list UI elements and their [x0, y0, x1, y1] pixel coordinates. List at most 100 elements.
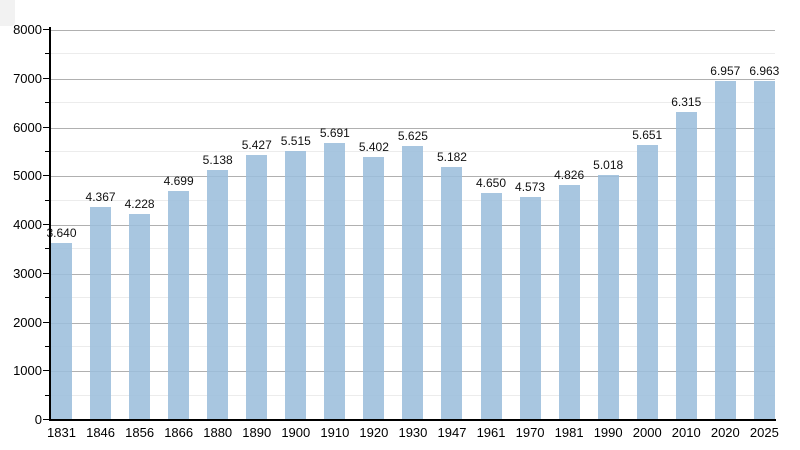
bar-value-label: 5.138 [202, 152, 233, 167]
bar-slot: 6.957 [710, 64, 740, 420]
x-label-cell: 1866 [164, 425, 193, 440]
x-axis-tick-label: 1981 [554, 425, 584, 440]
bar-slot: 4.367 [86, 191, 116, 420]
bar [51, 242, 72, 420]
major-gridline [51, 78, 775, 80]
y-axis-tick-label: 4000 [13, 217, 42, 232]
bar-slot: 5.138 [203, 153, 233, 420]
bar [324, 142, 346, 420]
x-label-cell: 1947 [438, 425, 467, 440]
bar [519, 197, 541, 420]
plot-area: 3.640 4.367 4.228 4.699 5.138 5.427 5.515 5.691… [46, 30, 779, 420]
bar-slot: 6.963 [749, 64, 779, 420]
bar [285, 151, 307, 420]
bar-value-label: 4.367 [85, 190, 116, 205]
y-axis-tick-label: 7000 [13, 70, 42, 86]
y-major-tick [43, 29, 49, 30]
bars-layer: 3.640 4.367 4.228 4.699 5.138 5.427 5.515 5.691… [46, 30, 779, 420]
y-major-tick [43, 126, 49, 128]
bar [480, 193, 502, 420]
x-axis-tick-label: 1910 [320, 425, 350, 440]
x-label-cell: 2020 [711, 425, 740, 440]
y-axis-tick-label: 2000 [13, 314, 42, 330]
bar-slot: 5.182 [437, 151, 467, 420]
bar-value-label: 4.228 [124, 196, 155, 211]
y-axis-tick-label: 0 [34, 412, 42, 427]
x-label-cell: 1990 [594, 425, 623, 440]
bar-value-label: 4.650 [476, 176, 507, 191]
bar-slot: 4.573 [515, 181, 545, 420]
x-axis-tick-label: 1846 [86, 425, 116, 440]
y-minor-tick [45, 53, 49, 55]
bar [714, 80, 736, 420]
x-label-cell: 1910 [320, 425, 349, 440]
x-label-cell: 1920 [359, 425, 388, 440]
x-label-cell: 1961 [477, 425, 506, 440]
bar-value-label: 5.182 [436, 150, 467, 165]
bar-value-label: 5.402 [358, 139, 389, 154]
x-label-cell: 1890 [242, 425, 271, 440]
bar-slot: 5.427 [242, 139, 272, 420]
x-axis-tick-label: 1920 [359, 425, 389, 440]
major-gridline [51, 30, 775, 31]
y-minor-tick [45, 248, 49, 250]
y-minor-tick [45, 394, 49, 396]
corner-artifact [0, 0, 15, 26]
minor-gridline [51, 53, 775, 55]
bar [246, 155, 268, 420]
x-label-cell: 2010 [672, 425, 701, 440]
minor-gridline [51, 102, 775, 104]
y-axis-tick-label: 8000 [13, 22, 42, 37]
x-axis-tick-label: 2025 [749, 425, 779, 440]
bar [558, 184, 580, 420]
y-minor-tick [45, 102, 49, 104]
x-axis-tick-label: 1961 [476, 425, 506, 440]
bar-value-label: 4.573 [515, 180, 546, 195]
y-minor-tick [45, 297, 49, 299]
bar [207, 169, 229, 420]
bar-slot: 4.650 [476, 177, 506, 420]
x-label-cell: 1846 [86, 425, 115, 440]
bar-slot: 5.625 [398, 129, 428, 420]
x-label-cell: 2000 [633, 425, 662, 440]
bar [636, 144, 658, 420]
bar-value-label: 4.826 [554, 167, 585, 182]
bar-value-label: 5.625 [397, 128, 428, 143]
y-major-tick [43, 224, 49, 225]
y-major-tick [43, 175, 49, 177]
y-minor-tick [45, 150, 49, 152]
x-axis-tick-label: 1970 [515, 425, 545, 440]
bar-value-label: 5.651 [632, 127, 663, 142]
x-axis-tick-label: 1947 [437, 425, 467, 440]
x-axis-tick-label: 1831 [47, 425, 76, 440]
x-axis-tick-label: 1930 [398, 425, 428, 440]
bar-slot: 5.691 [320, 126, 350, 420]
bar [90, 207, 112, 420]
y-axis-tick-label: 5000 [13, 168, 42, 184]
bar-value-label: 5.691 [319, 125, 350, 140]
bar-value-label: 4.699 [163, 173, 194, 188]
bar [168, 190, 190, 420]
bar-value-label: 6.315 [671, 95, 702, 110]
y-major-tick [43, 321, 49, 323]
x-axis-tick-label: 1866 [164, 425, 194, 440]
bar-slot: 5.402 [359, 140, 389, 420]
y-axis-line [49, 27, 51, 421]
bar [753, 80, 775, 420]
bar-value-label: 5.515 [280, 134, 311, 149]
bar-value-label: 5.018 [593, 158, 624, 173]
bar-value-label: 3.640 [46, 225, 77, 240]
x-axis-labels: 1831 1846 1856 1866 1880 1890 1900 1910 1920 1930… [47, 425, 779, 440]
y-axis-tick-label: 1000 [13, 363, 42, 379]
bar-slot: 4.826 [554, 168, 584, 420]
y-axis-tick-label: 3000 [13, 265, 42, 281]
bar-slot: 6.315 [671, 96, 701, 420]
x-label-cell: 1970 [516, 425, 545, 440]
y-axis-tick-label: 6000 [13, 119, 42, 135]
x-axis-tick-label: 1856 [125, 425, 155, 440]
y-major-tick [43, 419, 49, 420]
bar [597, 175, 619, 420]
y-minor-tick [45, 345, 49, 347]
bar-slot: 5.515 [281, 135, 311, 420]
